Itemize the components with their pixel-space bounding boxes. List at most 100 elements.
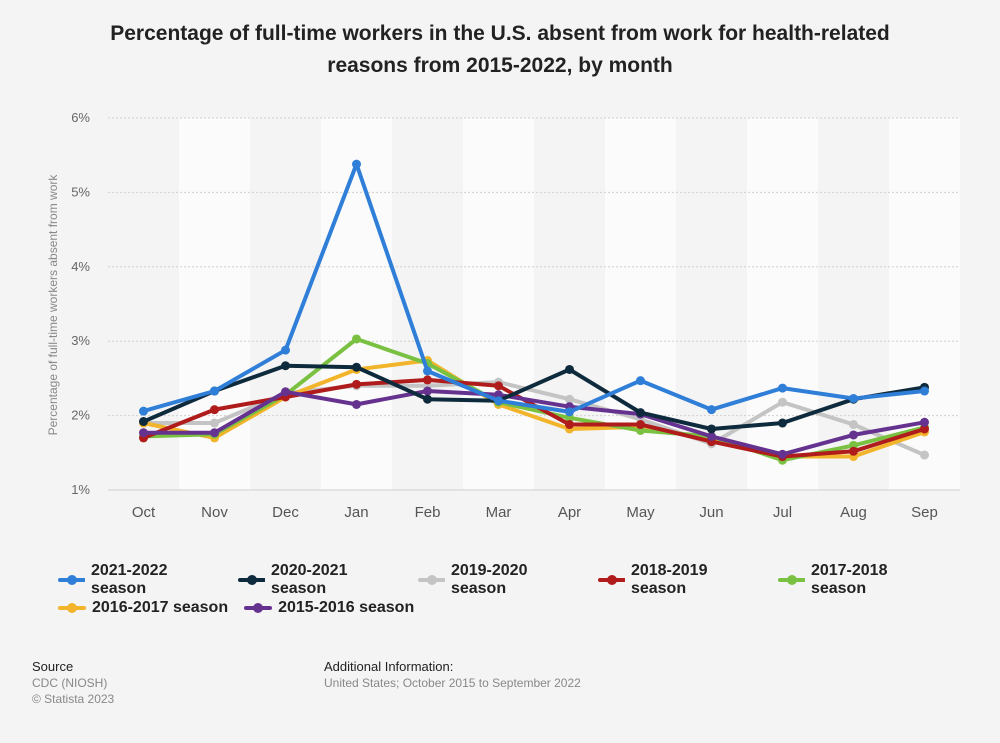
additional-info-text: United States; October 2015 to September…: [324, 676, 581, 690]
line-chart: 1% 2% 3% 4% 5% 6% Oct Nov Dec Jan Feb Mar Apr May Jun…: [46, 110, 960, 521]
legend-label: 2015-2016 season: [278, 599, 415, 616]
data-point[interactable]: [565, 420, 574, 430]
additional-info-label: Additional Information:: [324, 659, 454, 674]
copyright-line: © Statista 2023: [32, 692, 115, 706]
x-axis-ticks: Oct Nov Dec Jan Feb Mar Apr May Jun Jul Aug Sep: [132, 504, 938, 521]
data-point[interactable]: [423, 386, 432, 396]
y-tick-label: 3%: [71, 333, 90, 348]
data-point[interactable]: [778, 397, 787, 407]
legend-row: 2021-2022 season 2020-2021 season 2019-202…: [58, 562, 958, 597]
data-point[interactable]: [707, 431, 716, 441]
footer-source: Source CDC (NIOSH) © Statista 2023: [32, 658, 114, 707]
data-point[interactable]: [565, 394, 574, 404]
legend-swatch-icon: [418, 575, 445, 585]
data-point[interactable]: [849, 420, 858, 430]
x-tick-label: Sep: [911, 504, 938, 521]
legend-swatch-icon: [598, 575, 625, 585]
series-line[interactable]: [141, 337, 927, 463]
legend-item[interactable]: 2020-2021 season: [238, 562, 402, 598]
data-point[interactable]: [565, 364, 574, 374]
legend-item[interactable]: 2017-2018 season: [778, 562, 942, 598]
data-point[interactable]: [636, 376, 645, 386]
x-tick-label: Aug: [840, 504, 867, 521]
data-point[interactable]: [210, 428, 219, 438]
data-point[interactable]: [707, 424, 716, 434]
x-tick-label: Nov: [201, 504, 228, 521]
data-point[interactable]: [920, 424, 929, 434]
y-tick-label: 1%: [71, 482, 90, 497]
data-point[interactable]: [778, 449, 787, 459]
data-point[interactable]: [849, 430, 858, 440]
series-line[interactable]: [141, 389, 927, 457]
data-point[interactable]: [210, 386, 219, 396]
data-point[interactable]: [423, 375, 432, 385]
column-band: [747, 118, 818, 490]
data-point[interactable]: [352, 334, 361, 344]
legend-swatch-icon: [58, 575, 85, 585]
data-point[interactable]: [494, 396, 503, 406]
data-point[interactable]: [139, 417, 148, 427]
legend: 2021-2022 season 2020-2021 season 2019-202…: [58, 562, 958, 622]
legend-swatch-icon: [778, 575, 805, 585]
legend-item[interactable]: 2015-2016 season: [244, 599, 414, 617]
data-point[interactable]: [636, 408, 645, 418]
x-tick-label: Jan: [344, 504, 368, 521]
data-point[interactable]: [920, 386, 929, 396]
data-point[interactable]: [565, 407, 574, 417]
data-point[interactable]: [423, 394, 432, 404]
legend-item[interactable]: 2019-2020 season: [418, 562, 582, 598]
y-tick-label: 4%: [71, 259, 90, 274]
y-tick-label: 5%: [71, 184, 90, 199]
y-tick-label: 2%: [71, 408, 90, 423]
legend-swatch-icon: [58, 603, 86, 613]
data-point[interactable]: [849, 393, 858, 403]
x-tick-label: Apr: [558, 504, 581, 521]
data-point[interactable]: [352, 399, 361, 409]
data-point[interactable]: [352, 379, 361, 389]
column-band: [321, 118, 392, 490]
legend-swatch-icon: [244, 603, 273, 613]
data-point[interactable]: [139, 428, 148, 438]
data-point[interactable]: [778, 418, 787, 428]
data-point[interactable]: [210, 405, 219, 415]
column-band: [463, 118, 534, 490]
x-tick-label: Jul: [773, 504, 792, 521]
series-line[interactable]: [141, 363, 927, 431]
series-2021-2022-season[interactable]: [139, 159, 929, 417]
data-point[interactable]: [281, 387, 290, 397]
legend-label: 2021-2022 season: [90, 562, 168, 597]
data-point[interactable]: [139, 406, 148, 416]
x-tick-label: Dec: [272, 504, 299, 521]
data-point[interactable]: [281, 345, 290, 355]
legend-item[interactable]: 2016-2017 season: [58, 599, 228, 617]
column-bands: [179, 118, 960, 490]
y-axis-ticks: 1% 2% 3% 4% 5% 6%: [71, 110, 90, 497]
legend-item[interactable]: 2021-2022 season: [58, 562, 222, 598]
data-point[interactable]: [707, 405, 716, 415]
x-tick-label: Jun: [699, 504, 723, 521]
data-point[interactable]: [920, 450, 929, 460]
y-axis-label: Percentage of full-time workers absent f…: [46, 174, 60, 436]
chart-title: Percentage of full-time workers in the U…: [110, 22, 890, 77]
data-point[interactable]: [210, 418, 219, 428]
data-point[interactable]: [849, 446, 858, 456]
series-line[interactable]: [141, 162, 927, 414]
x-tick-label: Mar: [486, 504, 512, 521]
data-point[interactable]: [778, 383, 787, 393]
y-tick-label: 6%: [71, 110, 90, 125]
data-point[interactable]: [636, 420, 645, 430]
series-2015-2016-season[interactable]: [139, 386, 929, 459]
data-point[interactable]: [352, 159, 361, 169]
data-point[interactable]: [352, 362, 361, 372]
legend-item[interactable]: 2018-2019 season: [598, 562, 762, 598]
legend-label: 2020-2021 season: [270, 562, 348, 597]
data-point[interactable]: [423, 366, 432, 376]
data-point[interactable]: [281, 361, 290, 371]
footer-additional-info: Additional Information: United States; O…: [324, 658, 581, 691]
legend-row: 2016-2017 season 2015-2016 season: [58, 594, 958, 622]
data-point[interactable]: [920, 417, 929, 427]
source-line: CDC (NIOSH): [32, 676, 108, 690]
series-group: [139, 159, 929, 465]
data-point[interactable]: [494, 381, 503, 391]
column-band: [179, 118, 250, 490]
